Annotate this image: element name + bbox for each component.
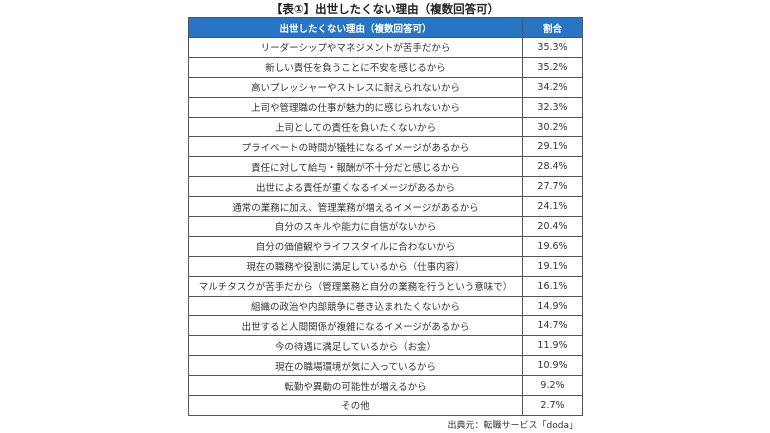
table-row: その他 2.7% <box>188 395 583 416</box>
reason-cell: プライベートの時間が犠牲になるイメージがあるから <box>188 136 523 158</box>
table-row: 転勤や異動の可能性が増えるから 9.2% <box>188 375 583 397</box>
percent-cell: 20.4% <box>522 216 583 237</box>
table-row: マルチタスクが苦手だから（管理業務と自分の業務を行うという意味で） 16.1% <box>188 275 583 297</box>
source-note: 出典元：転職サービス「doda」 <box>447 421 578 431</box>
reason-cell: 現在の職場環境が気に入っているから <box>188 355 523 377</box>
reason-cell: 通常の業務に加え、管理業務が増えるイメージがあるから <box>188 196 523 218</box>
reason-cell: 責任に対して給与・報酬が不十分だと感じるから <box>188 156 523 178</box>
header-percent: 割合 <box>522 17 583 38</box>
reason-cell: 出世すると人間関係が複雑になるイメージがあるから <box>188 315 523 337</box>
reason-cell: 出世による責任が重くなるイメージがあるから <box>188 176 523 198</box>
reason-cell: 上司や管理職の仕事が魅力的に感じられないから <box>188 96 523 118</box>
table-row: 責任に対して給与・報酬が不十分だと感じるから 28.4% <box>188 156 583 178</box>
table-row: 出世すると人間関係が複雑になるイメージがあるから 14.7% <box>188 315 583 337</box>
percent-cell: 24.1% <box>522 196 583 218</box>
percent-cell: 19.6% <box>522 235 583 257</box>
reason-cell: 組織の政治や内部競争に巻き込まれたくないから <box>188 295 523 317</box>
reason-cell: リーダーシップやマネジメントが苦手だから <box>188 37 523 58</box>
percent-cell: 27.7% <box>522 176 583 198</box>
percent-cell: 2.7% <box>522 395 583 416</box>
percent-cell: 16.1% <box>522 275 583 297</box>
percent-cell: 14.9% <box>522 295 583 317</box>
reason-cell: 自分のスキルや能力に自信がないから <box>188 216 523 237</box>
table-title: 【表①】出世したくない理由（複数回答可） <box>270 2 500 16</box>
reason-cell: 自分の価値観やライフスタイルに合わないから <box>188 235 523 257</box>
percent-cell: 34.2% <box>522 76 583 98</box>
reason-cell: 今の待遇に満足しているから（お金） <box>188 335 523 357</box>
reasons-table: 出世したくない理由（複数回答可） 割合 リーダーシップやマネジメントが苦手だから… <box>188 17 583 416</box>
percent-cell: 14.7% <box>522 315 583 337</box>
table-row: 上司や管理職の仕事が魅力的に感じられないから 32.3% <box>188 96 583 118</box>
percent-cell: 35.3% <box>522 37 583 58</box>
table-row: 組織の政治や内部競争に巻き込まれたくないから 14.9% <box>188 295 583 317</box>
reason-cell: マルチタスクが苦手だから（管理業務と自分の業務を行うという意味で） <box>188 275 523 297</box>
percent-cell: 10.9% <box>522 355 583 377</box>
table-row: 現在の職務や役割に満足しているから（仕事内容） 19.1% <box>188 255 583 277</box>
reason-cell: 高いプレッシャーやストレスに耐えられないから <box>188 76 523 98</box>
percent-cell: 30.2% <box>522 116 583 138</box>
percent-cell: 35.2% <box>522 56 583 78</box>
header-reason: 出世したくない理由（複数回答可） <box>188 17 523 38</box>
table-row: 自分のスキルや能力に自信がないから 20.4% <box>188 216 583 237</box>
table-row: 上司としての責任を負いたくないから 30.2% <box>188 116 583 138</box>
percent-cell: 11.9% <box>522 335 583 357</box>
reason-cell: 転勤や異動の可能性が増えるから <box>188 375 523 397</box>
table-row: リーダーシップやマネジメントが苦手だから 35.3% <box>188 37 583 58</box>
percent-cell: 29.1% <box>522 136 583 158</box>
reason-cell: その他 <box>188 395 523 416</box>
percent-cell: 28.4% <box>522 156 583 178</box>
reason-cell: 新しい責任を負うことに不安を感じるから <box>188 56 523 78</box>
table-header-row: 出世したくない理由（複数回答可） 割合 <box>188 17 583 38</box>
table-row: 出世による責任が重くなるイメージがあるから 27.7% <box>188 176 583 198</box>
table-row: 自分の価値観やライフスタイルに合わないから 19.6% <box>188 235 583 257</box>
table-row: プライベートの時間が犠牲になるイメージがあるから 29.1% <box>188 136 583 158</box>
table-row: 現在の職場環境が気に入っているから 10.9% <box>188 355 583 377</box>
percent-cell: 32.3% <box>522 96 583 118</box>
reason-cell: 上司としての責任を負いたくないから <box>188 116 523 138</box>
table-row: 新しい責任を負うことに不安を感じるから 35.2% <box>188 56 583 78</box>
percent-cell: 19.1% <box>522 255 583 277</box>
percent-cell: 9.2% <box>522 375 583 397</box>
table-row: 通常の業務に加え、管理業務が増えるイメージがあるから 24.1% <box>188 196 583 218</box>
table-row: 高いプレッシャーやストレスに耐えられないから 34.2% <box>188 76 583 98</box>
reason-cell: 現在の職務や役割に満足しているから（仕事内容） <box>188 255 523 277</box>
table-row: 今の待遇に満足しているから（お金） 11.9% <box>188 335 583 357</box>
